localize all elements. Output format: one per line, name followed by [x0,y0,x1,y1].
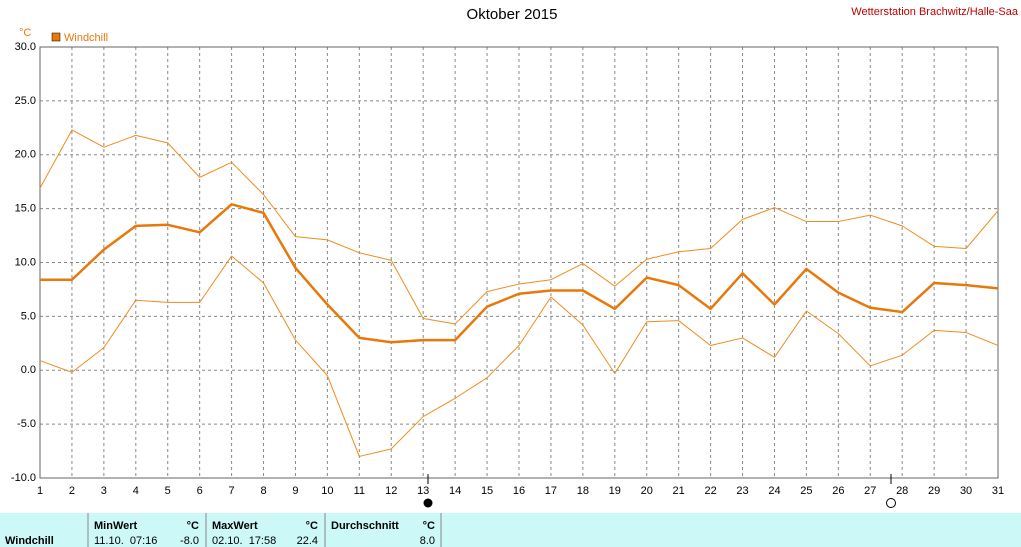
y-tick-label: 30.0 [15,41,36,53]
x-tick-label: 2 [69,485,75,497]
full-moon-icon [886,498,896,508]
x-tick-label: 31 [992,485,1004,497]
y-tick-label: 5.0 [21,310,36,322]
x-tick-label: 12 [385,485,397,497]
y-tick-label: -10.0 [11,472,36,484]
x-tick-label: 17 [545,485,557,497]
table-label: Windchill [5,535,54,547]
x-tick-label: 10 [321,485,333,497]
y-tick-label: 15.0 [15,203,36,215]
x-tick-label: 11 [354,485,365,497]
station-name: Wetterstation Brachwitz/Halle-Saa [851,6,1019,18]
x-tick-label: 22 [704,485,716,497]
x-tick-label: 1 [37,485,43,497]
x-tick-label: 29 [928,485,940,497]
x-tick-label: 15 [481,485,493,497]
max-value: 22.4 [297,535,318,547]
series-line [39,129,999,325]
x-tick-label: 24 [768,485,780,497]
min-time: 11.10. 07:16 [94,535,157,547]
x-tick-label: 18 [577,485,589,497]
x-tick-label: 3 [101,485,107,497]
x-tick-label: 6 [197,485,203,497]
x-tick-label: 16 [513,485,525,497]
x-tick-label: 9 [292,485,298,497]
legend-swatch [51,32,61,42]
y-tick-label: 20.0 [15,149,36,161]
x-tick-label: 25 [800,485,812,497]
x-tick-label: 26 [832,485,844,497]
max-unit: °C [306,520,318,532]
x-tick-label: 21 [673,485,685,497]
chart-title: Oktober 2015 [467,6,558,23]
y-tick-label: 25.0 [15,95,36,107]
table-background [0,513,1021,547]
legend-label: Windchill [64,32,108,44]
avg-unit: °C [423,520,435,532]
x-tick-label: 13 [417,485,429,497]
plot-frame [39,46,999,479]
avg-value: 8.0 [420,535,435,547]
x-tick-label: 8 [260,485,266,497]
x-tick-label: 4 [133,485,139,497]
x-tick-label: 5 [165,485,171,497]
min-unit: °C [187,520,199,532]
x-tick-label: 14 [449,485,461,497]
y-tick-label: 10.0 [15,256,36,268]
x-tick-label: 28 [896,485,908,497]
series-line [39,255,999,457]
y-tick-label: 0.0 [21,364,36,376]
unit-label: °C [19,27,31,39]
max-time: 02.10. 17:58 [212,535,276,547]
y-tick-label: -5.0 [17,418,36,430]
avg-title: Durchschnitt [331,520,399,532]
x-tick-label: 27 [864,485,876,497]
new-moon-icon [423,498,433,508]
series-line [40,203,999,344]
x-tick-label: 30 [960,485,972,497]
x-tick-label: 19 [609,485,621,497]
x-tick-label: 23 [736,485,748,497]
min-value: -8.0 [180,535,199,547]
x-tick-label: 7 [229,485,235,497]
summary-table: Windchill MinWert °C 11.10. 07:16 -8.0 M… [0,513,1021,547]
max-title: MaxWert [212,520,258,532]
min-title: MinWert [94,520,138,532]
x-tick-label: 20 [641,485,653,497]
